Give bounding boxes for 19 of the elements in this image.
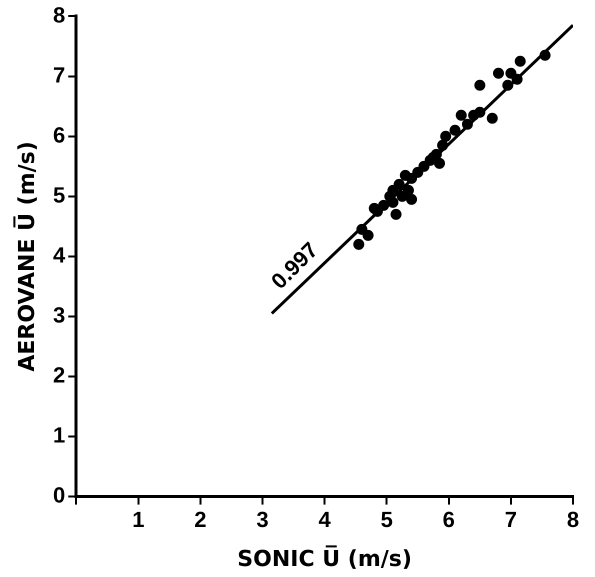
x-tick-label: 1 [132,506,144,532]
y-tick-label: 3 [52,302,66,328]
x-tick-label: 6 [442,506,455,532]
x-tick-label: 4 [318,506,332,532]
y-tick-label: 7 [52,62,66,88]
y-tick-label: 0 [52,482,66,508]
y-tick-label: 1 [52,422,66,448]
y-tick-label: 4 [52,242,66,268]
x-tick-label: 3 [256,506,269,532]
x-tick-label: 2 [194,506,207,532]
x-tick-label: 7 [504,506,518,532]
y-tick-label: 5 [52,182,66,208]
y-tick-label: 8 [52,2,66,28]
x-tick-label: 8 [566,506,580,532]
x-tick-label: 5 [380,506,393,532]
y-axis-title: AEROVANE U̅ (m/s) [12,141,40,372]
y-tick-label: 6 [52,122,66,148]
x-axis-title: SONIC U̅ (m/s) [237,544,412,572]
y-tick-label: 2 [52,362,66,388]
